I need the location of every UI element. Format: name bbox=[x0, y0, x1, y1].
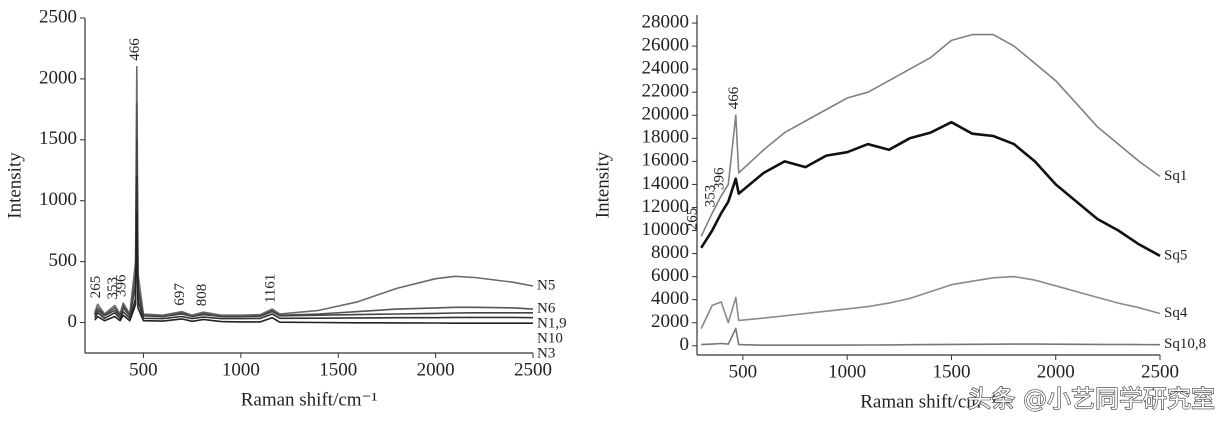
y-tick-label: 26000 bbox=[642, 34, 690, 55]
x-tick-label: 500 bbox=[129, 359, 158, 380]
x-tick-label: 1000 bbox=[828, 361, 866, 382]
x-tick-label: 500 bbox=[729, 361, 758, 382]
series-label: Sq5 bbox=[1164, 247, 1187, 263]
spectrum-line bbox=[701, 327, 1161, 346]
peak-label: 466 bbox=[726, 86, 742, 109]
x-tick-label: 1500 bbox=[932, 361, 970, 382]
spectrum-line bbox=[700, 33, 1161, 237]
y-tick-label: 0 bbox=[68, 311, 78, 332]
y-tick-label: 1500 bbox=[39, 128, 77, 149]
peak-label: 396 bbox=[114, 274, 130, 297]
y-tick-label: 2000 bbox=[39, 67, 77, 88]
y-tick-label: 500 bbox=[49, 250, 78, 271]
x-tick-label: 1500 bbox=[319, 359, 357, 380]
series-label: Sq4 bbox=[1164, 305, 1188, 321]
series-label: N3 bbox=[537, 346, 555, 362]
series-label: N6 bbox=[537, 301, 556, 317]
y-tick-label: 2000 bbox=[651, 311, 689, 332]
x-axis-title: Raman shift/cm⁻¹ bbox=[241, 389, 378, 410]
spectrum-line bbox=[700, 120, 1161, 258]
y-axis-title: Intensity bbox=[592, 151, 613, 218]
y-tick-label: 28000 bbox=[642, 11, 690, 32]
x-tick-label: 2500 bbox=[514, 359, 552, 380]
series-label: N10 bbox=[537, 331, 563, 347]
y-tick-label: 12000 bbox=[642, 196, 690, 217]
spectrum-line bbox=[93, 102, 534, 318]
spectrum-line bbox=[94, 175, 534, 320]
peak-label: 396 bbox=[712, 167, 728, 190]
y-tick-label: 20000 bbox=[642, 104, 690, 125]
y-tick-label: 24000 bbox=[642, 58, 690, 79]
y-tick-label: 4000 bbox=[651, 288, 689, 309]
chart: 0200040006000800010000120001400016000180… bbox=[592, 11, 1206, 412]
peak-label: 353 bbox=[105, 277, 121, 300]
x-tick-label: 2000 bbox=[1037, 361, 1075, 382]
y-tick-label: 0 bbox=[680, 334, 690, 355]
series-label: N5 bbox=[537, 277, 555, 293]
x-tick-label: 1000 bbox=[222, 359, 260, 380]
watermark: 头条 @小艺同学研究室 bbox=[967, 385, 1215, 413]
peak-label: 808 bbox=[194, 284, 210, 307]
y-tick-label: 8000 bbox=[651, 242, 689, 263]
peak-label: 466 bbox=[127, 38, 143, 61]
peak-label: 697 bbox=[172, 283, 188, 306]
peak-label: 353 bbox=[703, 185, 719, 208]
series-label: Sq10,8 bbox=[1164, 336, 1206, 352]
y-tick-label: 22000 bbox=[642, 81, 690, 102]
y-tick-label: 1000 bbox=[39, 189, 77, 210]
peak-label: 265 bbox=[684, 208, 700, 231]
x-tick-label: 2000 bbox=[417, 359, 455, 380]
series-label: Sq1 bbox=[1164, 168, 1187, 184]
spectrum-line bbox=[94, 139, 533, 318]
spectrum-line bbox=[700, 275, 1161, 329]
y-tick-label: 6000 bbox=[651, 265, 689, 286]
y-tick-label: 10000 bbox=[642, 219, 690, 240]
y-tick-label: 18000 bbox=[642, 127, 690, 148]
chart: 0 500 1000 1500 2000 2500 500 1000 1500 2000 2500 R… bbox=[4, 6, 566, 410]
y-axis-title: Intensity bbox=[4, 152, 25, 219]
series-label: N1,9 bbox=[537, 316, 567, 332]
peak-label: 1161 bbox=[263, 274, 279, 303]
x-tick-label: 2500 bbox=[1141, 361, 1179, 382]
y-tick-label: 14000 bbox=[642, 173, 690, 194]
spectrum-line bbox=[94, 212, 533, 324]
y-tick-label: 16000 bbox=[642, 150, 690, 171]
spectrum-line bbox=[93, 65, 534, 316]
y-tick-label: 2500 bbox=[39, 6, 77, 27]
peak-label: 265 bbox=[88, 276, 104, 299]
x-axis-title: Raman shift/cm⁻¹ bbox=[860, 391, 997, 412]
